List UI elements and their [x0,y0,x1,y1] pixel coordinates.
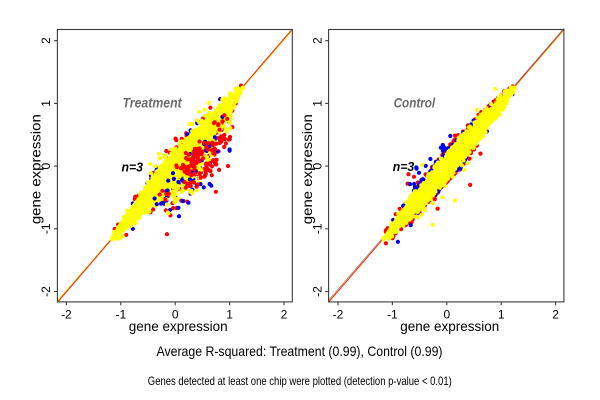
svg-text:1: 1 [310,100,324,107]
svg-text:-1: -1 [310,223,324,234]
svg-text:n=3: n=3 [121,159,143,174]
svg-text:Control: Control [394,96,436,111]
svg-text:1: 1 [498,308,505,322]
svg-text:0: 0 [39,162,53,169]
svg-text:0: 0 [310,162,324,169]
svg-text:0: 0 [443,308,450,322]
svg-text:-1: -1 [39,223,53,234]
svg-text:2: 2 [281,308,288,322]
svg-text:-2: -2 [333,308,344,322]
svg-text:0: 0 [172,308,179,322]
svg-text:1: 1 [39,100,53,107]
svg-text:Treatment: Treatment [123,96,183,111]
svg-text:1: 1 [226,308,233,322]
svg-text:-1: -1 [387,308,398,322]
svg-text:gene expression: gene expression [28,114,43,224]
svg-text:-2: -2 [310,286,324,297]
svg-text:n=3: n=3 [393,159,415,174]
svg-text:gene expression: gene expression [400,319,499,334]
svg-text:-1: -1 [115,308,126,322]
svg-text:Genes detected at least one ch: Genes detected at least one chip were pl… [148,374,452,388]
svg-text:2: 2 [39,37,53,44]
svg-text:-2: -2 [39,286,53,297]
svg-text:2: 2 [310,37,324,44]
svg-text:-2: -2 [61,308,72,322]
svg-text:2: 2 [552,308,559,322]
svg-text:Average R-squared: Treatment (: Average R-squared: Treatment (0.99), Con… [157,343,443,359]
svg-text:gene expression: gene expression [129,319,228,334]
svg-text:gene expression: gene expression [300,114,315,224]
